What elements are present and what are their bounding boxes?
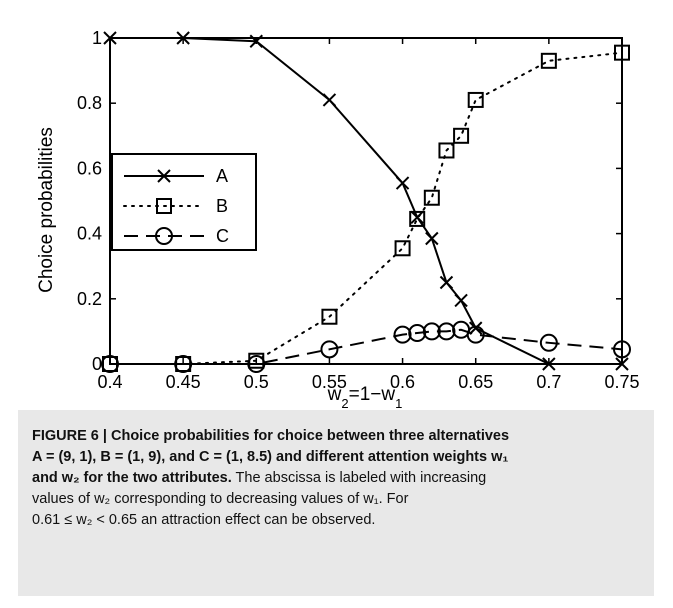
x-axis-title: w2=1−w1: [327, 384, 403, 410]
legend-label-A: A: [216, 166, 228, 186]
data-point-A: [469, 321, 483, 335]
series-C: [101, 320, 631, 373]
data-point-A: [439, 275, 454, 290]
plot-area: [109, 37, 623, 365]
caption-line-5: 0.61 ≤ w₂ < 0.65 an attraction effect ca…: [32, 512, 376, 528]
y-tick-label: 0.6: [77, 158, 102, 178]
ticks-layer: 0.4 0.45 0.5 0.55 0.6 0.65 0.7 0.75 0 0.2 0.4 0.6 0.…: [77, 28, 640, 392]
data-point-C: [174, 355, 193, 373]
data-point-B: [438, 142, 455, 159]
data-point-B: [540, 52, 557, 69]
data-point-A: [454, 293, 468, 308]
x-tick-label: 0.4: [97, 372, 122, 392]
y-tick-label: 0.4: [77, 224, 102, 244]
caption-line-3-bold: and w₂ for the two attributes.: [32, 470, 232, 486]
data-point-B: [321, 308, 338, 325]
x-tick-label: 0.75: [604, 372, 639, 392]
data-point-B: [394, 240, 411, 257]
data-point-B: [409, 210, 426, 227]
data-point-C: [437, 322, 456, 341]
legend-box: [111, 153, 257, 251]
data-point-C: [613, 340, 631, 359]
y-axis-title: Choice probabilities: [36, 127, 57, 293]
data-point-B: [423, 189, 440, 206]
y-tick-label: 0.2: [77, 289, 102, 309]
data-point-A: [322, 93, 337, 107]
data-point-B: [614, 44, 630, 61]
caption-line-2: A = (9, 1), B = (1, 9), and C = (1, 8.5)…: [32, 449, 509, 465]
series-line-A: [110, 37, 622, 365]
data-point-C: [408, 324, 427, 343]
caption-line-3-rest: The abscissa is labeled with increasing: [231, 470, 487, 486]
data-point-B: [467, 91, 484, 108]
chart: 0.4 0.45 0.5 0.55 0.6 0.65 0.7 0.75 0 0.2 0.4 0.6 0.…: [36, 28, 640, 410]
x-tick-label: 0.7: [536, 372, 561, 392]
data-point-C: [422, 322, 441, 341]
figure-caption: FIGURE 6 | Choice probabilities for choi…: [18, 410, 654, 596]
legend-marker-C: [155, 227, 173, 245]
x-tick-label: 0.55: [312, 372, 347, 392]
data-point-C: [247, 355, 266, 373]
x-tick-label: 0.6: [390, 372, 415, 392]
data-point-C: [466, 325, 485, 344]
plot-frame: [109, 37, 623, 365]
legend-label-C: C: [216, 226, 229, 246]
series-line-B: [109, 51, 623, 365]
x-tick-label: 0.65: [458, 372, 493, 392]
caption-line-4: values of w₂ corresponding to decreasing…: [32, 491, 409, 507]
caption-line-3: and w₂ for the two attributes. The absci…: [32, 468, 640, 489]
legend-marker-A: [157, 169, 171, 183]
data-point-C: [539, 333, 558, 352]
legend: ABC: [111, 153, 257, 251]
data-point-C: [320, 340, 339, 359]
x-tick-label: 0.5: [244, 372, 269, 392]
caption-title: FIGURE 6 | Choice probabilities for choi…: [32, 428, 510, 444]
data-point-A: [410, 210, 424, 225]
data-point-C: [393, 325, 412, 344]
data-point-A: [395, 176, 410, 190]
legend-marker-B: [156, 198, 172, 214]
data-point-B: [453, 127, 470, 144]
y-tick-label: 0.8: [77, 93, 102, 113]
y-tick-label: 1: [92, 28, 102, 48]
legend-label-B: B: [216, 196, 228, 216]
y-tick-label: 0: [92, 354, 102, 374]
data-point-C: [101, 355, 119, 373]
x-tick-label: 0.45: [166, 372, 201, 392]
data-point-A: [425, 231, 439, 246]
